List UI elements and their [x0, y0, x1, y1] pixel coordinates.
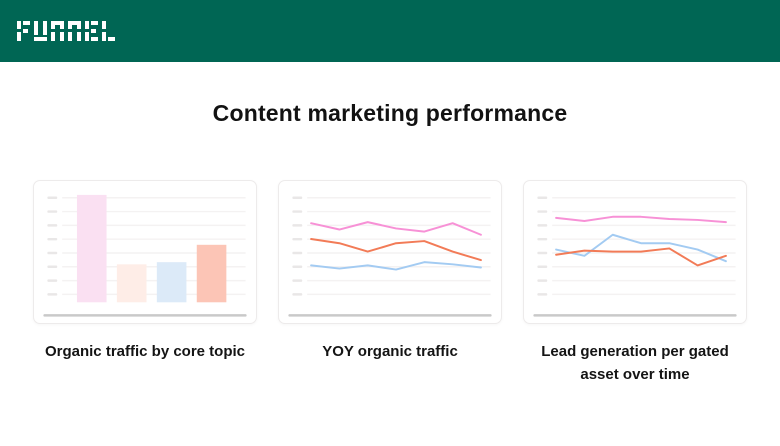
charts-row: Organic traffic by core topic YOY organi…	[0, 180, 780, 387]
chart-caption: Organic traffic by core topic	[44, 343, 246, 360]
bar-chart-organic-traffic	[33, 180, 257, 324]
chart-caption: Lead generation per gated asset over tim…	[541, 343, 729, 384]
chart-figure-lead-generation: Lead generation per gated asset over tim…	[523, 180, 747, 387]
line-chart-lead-generation	[523, 180, 747, 324]
chart-caption: YOY organic traffic	[322, 343, 458, 360]
chart-figure-organic-traffic: Organic traffic by core topic	[33, 180, 257, 387]
chart-figure-yoy-traffic: YOY organic traffic	[278, 180, 502, 387]
line-chart-yoy-traffic	[278, 180, 502, 324]
page-title: Content marketing performance	[212, 100, 568, 126]
funnel-logo-icon[interactable]	[17, 21, 115, 41]
app-header	[0, 0, 780, 62]
